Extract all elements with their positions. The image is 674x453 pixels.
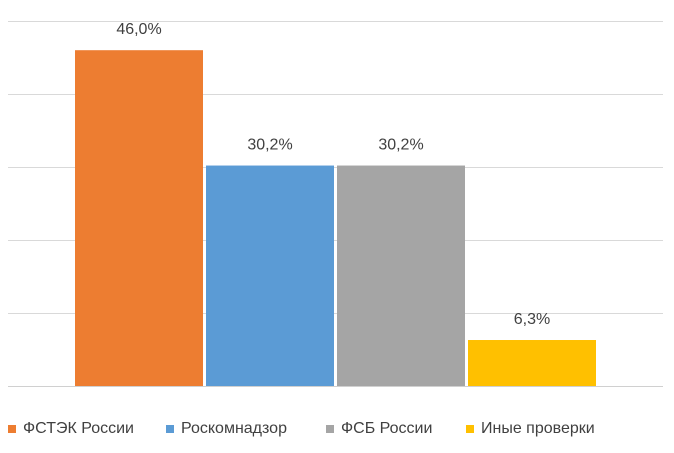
data-label-1: 46,0%: [116, 21, 161, 38]
legend-item-other: Иные проверки: [466, 420, 595, 438]
bar-2: [206, 165, 334, 386]
data-label-4: 6,3%: [514, 311, 550, 328]
legend-swatch-fstek: [8, 425, 16, 433]
legend-label-fstek: ФСТЭК России: [23, 420, 134, 437]
legend-swatch-roskomnadzor: [166, 425, 174, 433]
data-label-2: 30,2%: [247, 137, 292, 154]
bar-3: [337, 165, 465, 386]
legend-label-roskomnadzor: Роскомнадзор: [181, 420, 287, 437]
legend-label-other: Иные проверки: [481, 420, 595, 437]
bar-4: [468, 340, 596, 386]
legend-swatch-other: [466, 425, 474, 433]
legend-swatch-fsb: [326, 425, 334, 433]
data-label-3: 30,2%: [378, 137, 423, 154]
legend-item-roskomnadzor: Роскомнадзор: [166, 420, 287, 438]
chart-legend: ФСТЭК России Роскомнадзор ФСБ России Ины…: [0, 414, 674, 444]
legend-item-fstek: ФСТЭК России: [8, 420, 134, 438]
legend-item-fsb: ФСБ России: [326, 420, 432, 438]
legend-label-fsb: ФСБ России: [341, 420, 433, 437]
bar-1: [75, 50, 203, 386]
